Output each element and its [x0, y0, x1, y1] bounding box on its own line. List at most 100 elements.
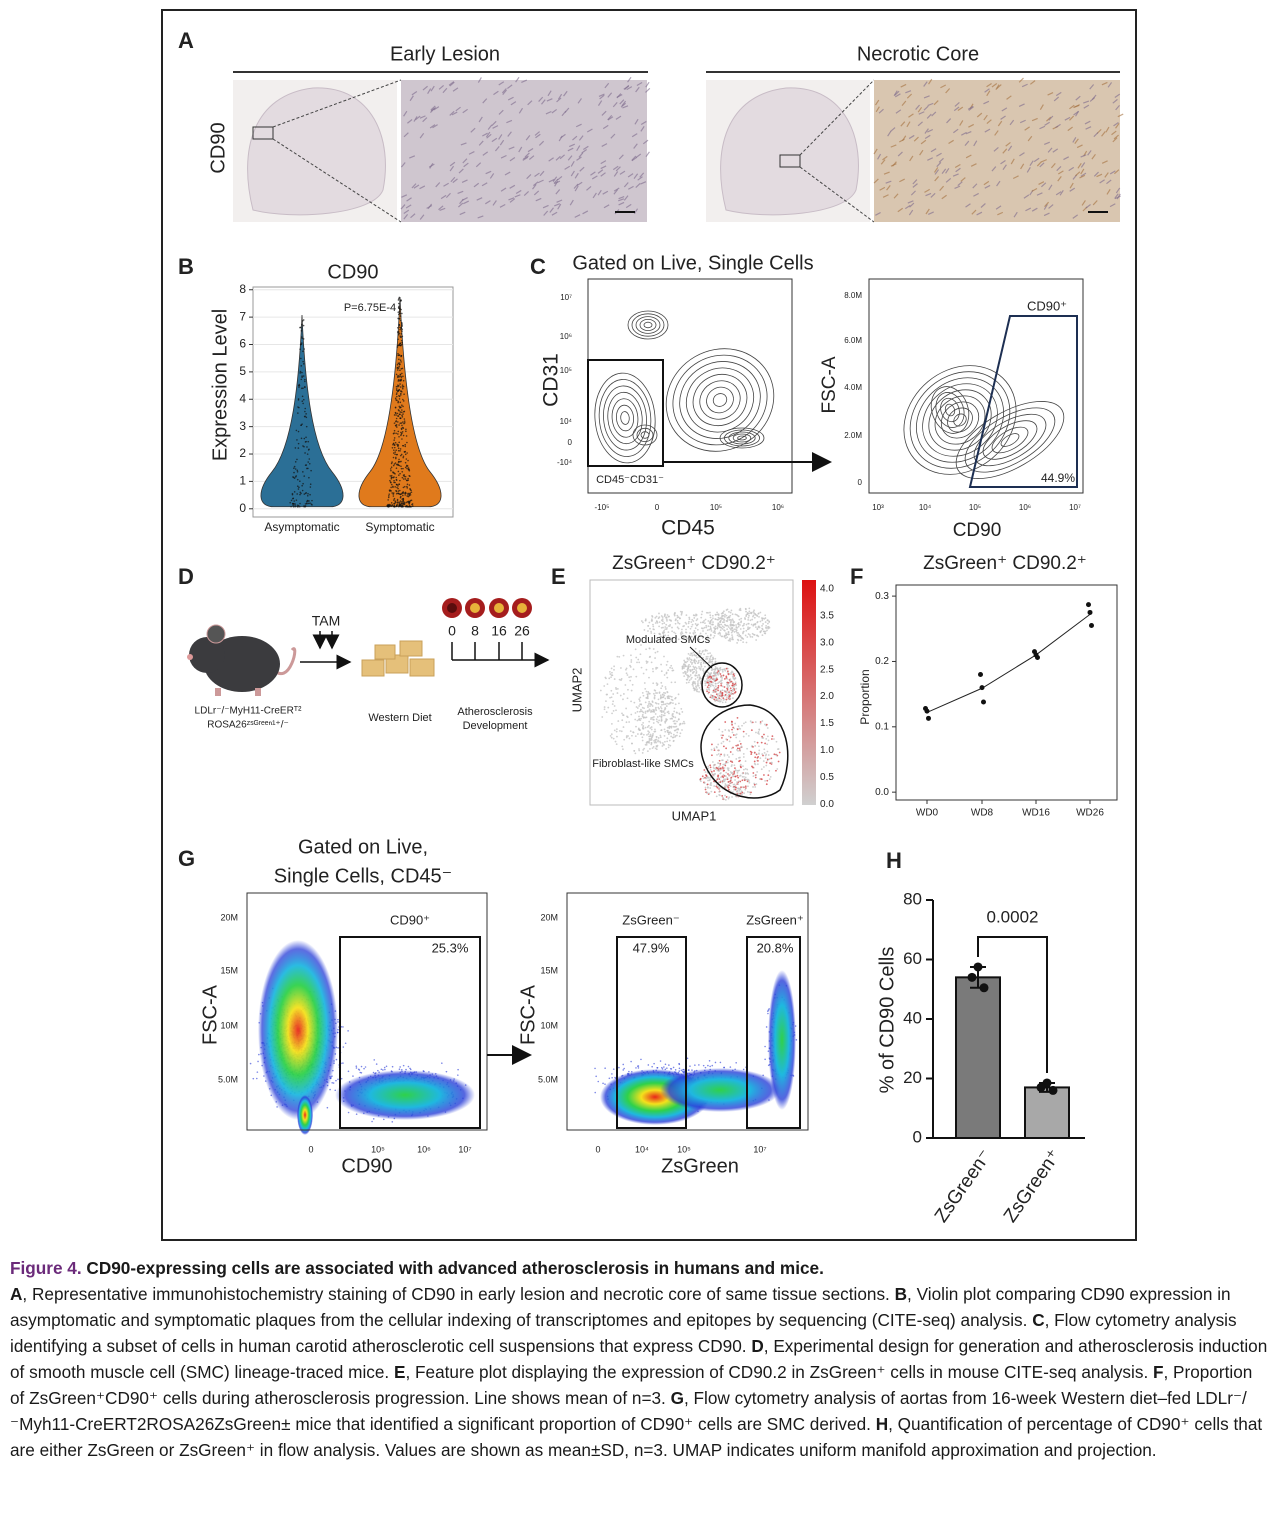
tissue-texture [1089, 97, 1096, 102]
cell-dot [682, 672, 685, 674]
tissue-texture [473, 182, 480, 188]
event-dot [457, 1074, 459, 1076]
tissue-texture [607, 92, 613, 98]
y-tick-label: 0.1 [875, 721, 889, 732]
cell-dot [731, 690, 734, 693]
tissue-texture [449, 161, 456, 167]
cell-dot [723, 767, 726, 769]
cell-dot [705, 626, 708, 629]
cell-dot [723, 798, 725, 801]
artery-lumen [494, 603, 504, 613]
tissue-texture [928, 78, 933, 85]
cell-dot [395, 414, 397, 416]
figure-frame [161, 9, 1137, 1241]
cell-dot [644, 710, 647, 713]
x-tick-label: 0 [655, 503, 660, 512]
colorbar-label: 2.5 [820, 664, 834, 675]
cell-dot [737, 622, 740, 624]
cell-dot [390, 486, 392, 489]
cell-dot [692, 620, 695, 622]
cell-dot [693, 668, 696, 670]
cell-dot [741, 775, 744, 778]
cell-dot [715, 690, 718, 693]
cell-dot [305, 413, 307, 415]
tissue-texture [508, 197, 515, 201]
event-dot [402, 1064, 405, 1067]
tissue-texture [1092, 200, 1098, 206]
tissue-texture [538, 140, 545, 146]
x-tick-label: 10³ [872, 503, 884, 512]
y-tick-label: 4 [239, 391, 246, 405]
cell-dot [651, 747, 654, 750]
cell-dot [293, 471, 295, 474]
cell-dot [768, 758, 771, 760]
cell-dot [698, 634, 701, 637]
cell-dot [655, 620, 658, 623]
tissue-texture [494, 145, 500, 152]
cell-dot [711, 743, 713, 746]
cell-dot [643, 707, 645, 710]
cell-dot [710, 790, 713, 793]
cell-dot [694, 682, 697, 685]
cell-dot [770, 757, 773, 760]
diet-icon [361, 640, 435, 677]
timepoint: 8 [471, 623, 479, 639]
cell-dot [398, 317, 401, 320]
contour [615, 404, 635, 432]
cell-dot [399, 359, 402, 362]
cell-dot [650, 703, 653, 706]
cell-dot [661, 745, 664, 747]
cell-dot [739, 792, 742, 795]
cell-dot [729, 785, 732, 788]
cell-dot [717, 618, 720, 621]
cell-dot [302, 482, 304, 485]
tissue-texture [547, 90, 552, 97]
cell-dot [294, 504, 296, 506]
cell-dot [658, 632, 661, 635]
cell-dot [713, 678, 715, 681]
cell-dot [730, 680, 733, 683]
cell-dot [652, 745, 655, 748]
y-tick-label: 2 [239, 446, 246, 460]
cell-dot [690, 625, 693, 628]
cell-dot [685, 681, 688, 684]
cell-dot [771, 738, 773, 740]
cell-dot [704, 684, 707, 687]
cell-dot [693, 630, 696, 632]
cell-dot [292, 497, 294, 500]
cell-dot [304, 410, 306, 413]
cell-dot [400, 433, 403, 436]
cell-dot [660, 720, 663, 722]
contour [603, 385, 647, 451]
cell-dot [645, 743, 648, 746]
cell-dot [396, 426, 398, 428]
cell-dot [398, 296, 401, 299]
cell-dot [688, 659, 690, 661]
cell-dot [297, 447, 300, 449]
cell-dot [658, 621, 661, 624]
cell-dot [695, 689, 698, 692]
cell-dot [395, 420, 398, 422]
cluster-outline [701, 662, 743, 708]
tissue-texture [1075, 110, 1080, 117]
y-axis-label: UMAP2 [569, 668, 584, 713]
cell-dot [400, 326, 402, 329]
cell-dot [752, 766, 754, 769]
cell-dot [614, 740, 617, 743]
cell-dot [716, 611, 719, 614]
cell-dot [716, 613, 719, 616]
y-axis-label: Expression Level [209, 309, 231, 461]
cell-dot [401, 323, 403, 325]
event-dot [382, 1118, 385, 1121]
tissue-texture [623, 182, 629, 188]
tissue-texture [489, 173, 495, 179]
cell-dot [690, 676, 693, 679]
cell-dot [390, 462, 393, 465]
cell-dot [727, 630, 730, 633]
tissue-texture [1114, 93, 1121, 99]
cell-dot [751, 632, 754, 635]
cell-dot [402, 413, 404, 415]
plot-title: Single Cells, CD45⁻ [274, 865, 452, 887]
cell-dot [676, 619, 679, 622]
cell-dot [638, 718, 640, 721]
